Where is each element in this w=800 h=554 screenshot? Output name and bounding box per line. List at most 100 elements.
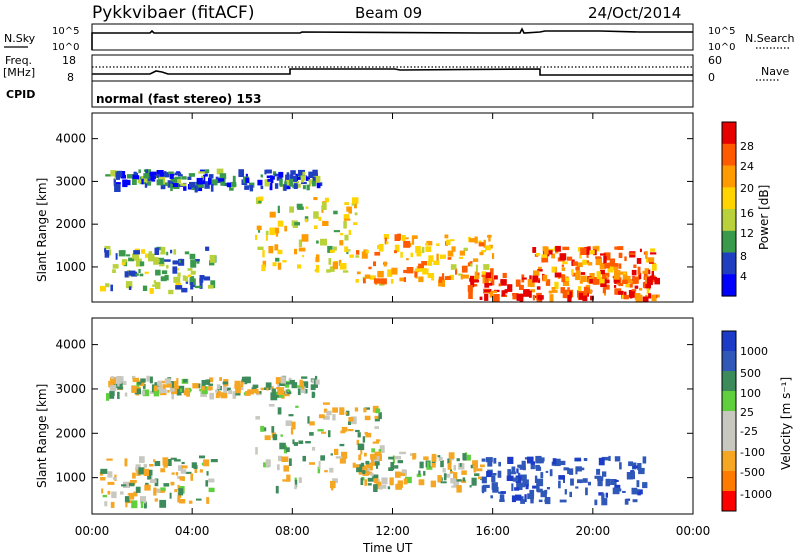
- data-cell: [532, 247, 537, 253]
- data-cell: [599, 277, 605, 284]
- data-cell: [199, 388, 202, 392]
- data-cell: [168, 171, 174, 175]
- data-cell: [128, 257, 135, 262]
- data-cell: [272, 434, 278, 441]
- data-cell: [135, 464, 141, 471]
- data-cell: [582, 259, 587, 265]
- data-cell: [537, 488, 543, 493]
- data-cell: [574, 458, 582, 462]
- data-cell: [166, 264, 169, 269]
- data-cell: [341, 451, 348, 459]
- data-cell: [183, 182, 187, 191]
- data-cell: [397, 460, 403, 464]
- x-tick-label: 20:00: [576, 524, 611, 538]
- data-cell: [328, 430, 331, 438]
- data-cell: [651, 274, 655, 280]
- data-cell: [642, 456, 647, 464]
- data-cell: [499, 494, 505, 501]
- data-cell: [374, 451, 382, 456]
- data-cell: [321, 431, 327, 434]
- data-cell: [292, 439, 295, 445]
- data-cell: [145, 482, 149, 486]
- data-cell: [190, 473, 194, 481]
- data-cell: [427, 461, 430, 468]
- data-cell: [532, 485, 537, 489]
- data-cell: [370, 453, 377, 460]
- data-cell: [569, 291, 572, 299]
- data-cell: [367, 471, 373, 475]
- data-cell: [532, 294, 535, 301]
- data-cell: [132, 175, 140, 180]
- data-cell: [215, 393, 220, 399]
- data-cell: [315, 375, 318, 382]
- data-cell: [534, 475, 538, 483]
- data-cell: [298, 239, 303, 248]
- data-cell: [339, 263, 347, 270]
- data-cell: [597, 478, 603, 487]
- data-cell: [332, 407, 338, 413]
- data-cell: [575, 486, 579, 489]
- data-cell: [208, 174, 214, 179]
- data-cell: [333, 210, 338, 215]
- data-cell: [561, 267, 566, 271]
- data-cell: [266, 387, 269, 391]
- data-cell: [270, 392, 278, 401]
- data-cell: [149, 479, 157, 483]
- data-cell: [485, 245, 491, 251]
- data-cell: [139, 273, 144, 277]
- data-cell: [608, 455, 611, 461]
- colorbar-segment: [722, 391, 736, 412]
- data-cell: [177, 495, 181, 503]
- data-cell: [545, 470, 549, 473]
- data-cell: [326, 269, 331, 273]
- data-cell: [215, 176, 219, 181]
- data-cell: [115, 182, 121, 185]
- data-cell: [562, 261, 568, 265]
- data-cell: [309, 421, 315, 426]
- data-cell: [156, 179, 164, 186]
- data-cell: [115, 172, 120, 180]
- data-cell: [651, 271, 654, 276]
- data-cell: [235, 385, 241, 394]
- data-cell: [106, 393, 110, 401]
- data-cell: [257, 179, 263, 186]
- data-cell: [575, 466, 582, 472]
- data-cell: [353, 222, 358, 225]
- freq-panel: Freq. [MHz] 18 8 Nave 60 0: [3, 54, 789, 84]
- data-cell: [144, 271, 149, 274]
- data-cell: [277, 220, 284, 227]
- data-cell: [107, 481, 115, 485]
- data-cell: [411, 235, 418, 239]
- data-cell: [360, 477, 364, 485]
- data-cell: [140, 501, 144, 508]
- data-cell: [456, 485, 462, 493]
- data-cell: [631, 471, 635, 480]
- data-cell: [554, 458, 561, 467]
- data-cell: [519, 466, 526, 470]
- data-cell: [590, 295, 594, 301]
- data-cell: [487, 459, 493, 467]
- colorbar-tick-label: 12: [740, 227, 754, 240]
- data-cell: [642, 296, 649, 302]
- data-cell: [132, 179, 137, 185]
- data-cell: [235, 392, 241, 396]
- data-cell: [121, 380, 127, 386]
- data-cell: [601, 493, 605, 499]
- data-cell: [184, 251, 190, 255]
- data-cell: [170, 457, 177, 460]
- data-cell: [298, 247, 306, 252]
- data-cell: [389, 477, 394, 486]
- data-cell: [281, 456, 289, 462]
- data-cell: [177, 179, 181, 184]
- data-cell: [354, 202, 357, 209]
- data-cell: [275, 485, 279, 494]
- data-cell: [108, 380, 114, 388]
- data-cell: [549, 294, 554, 302]
- data-cell: [470, 464, 475, 469]
- colorbar-tick-label: 28: [740, 140, 754, 153]
- data-cell: [289, 379, 295, 385]
- data-cell: [164, 259, 171, 262]
- data-cell: [384, 237, 387, 245]
- data-cell: [351, 203, 355, 206]
- data-cell: [344, 202, 349, 206]
